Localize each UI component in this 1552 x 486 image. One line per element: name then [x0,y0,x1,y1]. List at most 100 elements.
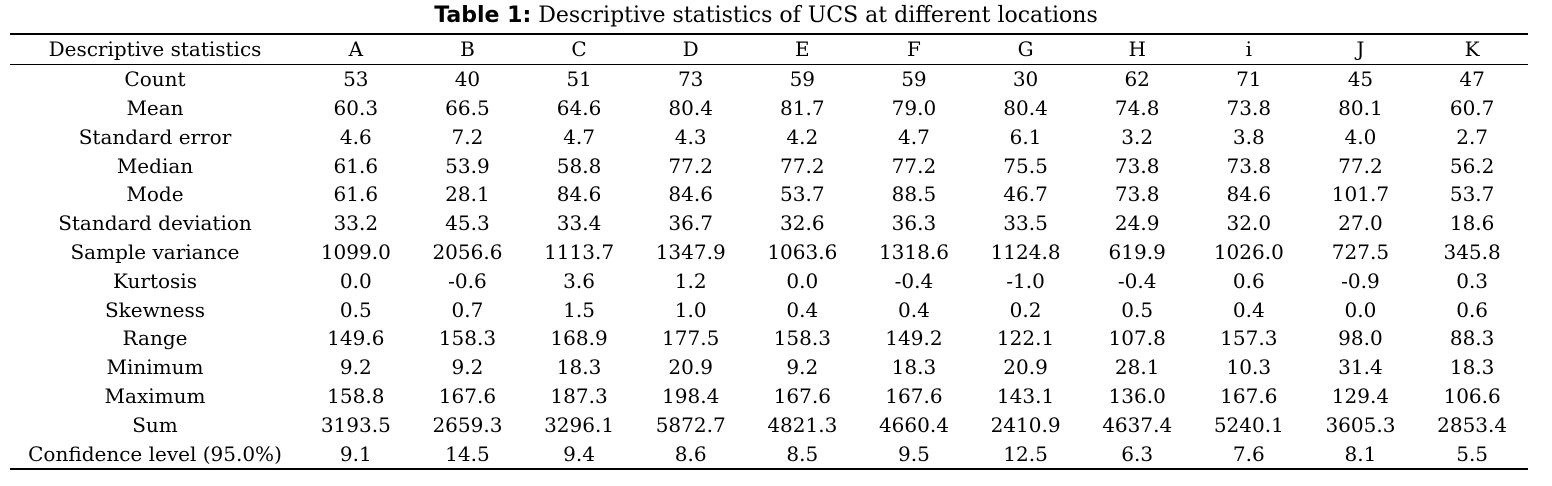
table-row: Median 61.6 53.9 58.8 77.2 77.2 77.2 75.5 73.8 73… [10,151,1528,180]
table-cell: 143.1 [996,383,1055,408]
row-label: Count [124,67,186,92]
table-cell: 8.5 [786,441,819,466]
table-cell: 157.3 [1220,326,1278,351]
table-cell: 5872.7 [655,412,726,437]
table-cell: 33.2 [333,211,379,236]
table-cell: 14.5 [445,441,490,466]
table-cell: 9.1 [339,441,372,466]
row-label: Skewness [104,297,206,322]
table-cell: 47 [1459,67,1485,92]
table-cell: 6.3 [1121,441,1154,466]
table-row: Mean 60.3 66.5 64.6 80.4 81.7 79.0 80.4 74.8 73.8… [10,94,1528,123]
table-body: Count 53 40 51 73 59 59 30 62 71 45 47 Mean 60.3 66.5 6… [10,64,1528,469]
table-cell: 28.1 [445,182,490,207]
table-cell: 1318.6 [878,239,949,264]
table-cell: 84.6 [1226,182,1272,207]
table-cell: 80.4 [1003,95,1048,120]
row-label: Kurtosis [113,268,197,293]
table-cell: 1347.9 [655,239,726,264]
table-cell: 66.5 [445,95,490,120]
row-label: Mode [126,182,184,207]
table-cell: 45.3 [445,211,490,236]
column-header: D [682,37,699,62]
table-cell: 8.6 [674,441,707,466]
table-cell: 158.8 [327,383,385,408]
row-label: Minimum [106,355,204,380]
table-cell: 167.6 [1220,383,1278,408]
table-cell: 71 [1236,67,1262,92]
table-cell: 1.0 [674,297,707,322]
table-cell: -0.4 [894,268,934,293]
table-cell: 8.1 [1344,441,1377,466]
table-row: Sample variance 1099.0 2056.6 1113.7 1347.9 1… [10,238,1528,267]
table-row: Standard deviation 33.2 45.3 33.4 36.7 32.6 36… [10,209,1528,238]
table-cell: 4.3 [674,124,707,149]
table-cell: 168.9 [550,326,608,351]
table-cell: 84.6 [556,182,602,207]
table-cell: 6.1 [1009,124,1042,149]
table-cell: 51 [566,67,592,92]
table-cell: 0.4 [1232,297,1265,322]
row-label: Median [116,153,194,178]
table-cell: 88.3 [1449,326,1495,351]
table-cell: 4637.4 [1102,412,1173,437]
table-cell: 79.0 [891,95,937,120]
table-cell: 1.2 [674,268,707,293]
table-cell: 0.5 [339,297,372,322]
table-cell: 53.9 [445,153,490,178]
row-label: Maximum [104,383,206,408]
table-cell: 4.7 [898,124,930,149]
table-cell: 0.6 [1232,268,1265,293]
table-cell: 106.6 [1443,383,1501,408]
table-row: Maximum 158.8 167.6 187.3 198.4 167.6 167.6 143… [10,382,1528,411]
table-cell: 36.7 [668,211,713,236]
table-row: Minimum 9.2 9.2 18.3 20.9 9.2 18.3 20.9 28.1 10.3… [10,353,1528,382]
column-header: H [1128,37,1146,62]
table-cell: 167.6 [885,383,943,408]
table-cell: 9.2 [786,355,819,380]
table-cell: 0.6 [1456,297,1489,322]
table-cell: 0.0 [786,268,819,293]
table-cell: 18.6 [1449,211,1495,236]
table-cell: 2659.3 [432,412,503,437]
header-descriptive-statistics: Descriptive statistics [48,37,262,62]
table-cell: 107.8 [1108,326,1166,351]
column-header: E [795,37,810,62]
table-cell: 28.1 [1114,355,1160,380]
table-cell: 149.2 [885,326,943,351]
table-cell: 4.2 [786,124,819,149]
table-cell: 74.8 [1114,95,1160,120]
column-header: K [1464,37,1480,62]
table-cell: 1026.0 [1213,239,1284,264]
table-cell: 2410.9 [990,412,1061,437]
table-cell: 158.3 [438,326,497,351]
table-cell: 9.4 [563,441,595,466]
table-cell: 4.7 [563,124,595,149]
table-caption-lead: Table 1: [434,3,532,28]
table-cell: 56.2 [1449,153,1495,178]
table-caption: Table 1: Descriptive statistics of UCS a… [0,2,1532,30]
table-row: Range 149.6 158.3 168.9 177.5 158.3 149.2 122.1… [10,324,1528,353]
table-cell: -0.6 [448,268,487,293]
table-cell: 3605.3 [1325,412,1396,437]
table-cell: 136.0 [1108,383,1166,408]
table-cell: 64.6 [556,95,602,120]
table-cell: 3.8 [1232,124,1265,149]
table-cell: 77.2 [1338,153,1383,178]
row-label: Standard error [78,124,232,149]
table-cell: 0.2 [1009,297,1042,322]
table-cell: 9.5 [898,441,930,466]
table-cell: 18.3 [1449,355,1495,380]
table-cell: 20.9 [1003,355,1048,380]
column-header: J [1356,37,1365,62]
column-header: F [906,37,921,62]
table-cell: 3193.5 [320,412,391,437]
column-header: i [1245,37,1253,62]
table-cell: 0.4 [898,297,930,322]
table-cell: 53.7 [780,182,825,207]
table-cell: 32.0 [1226,211,1272,236]
table-cell: 1113.7 [544,239,615,264]
column-header: G [1017,37,1034,62]
